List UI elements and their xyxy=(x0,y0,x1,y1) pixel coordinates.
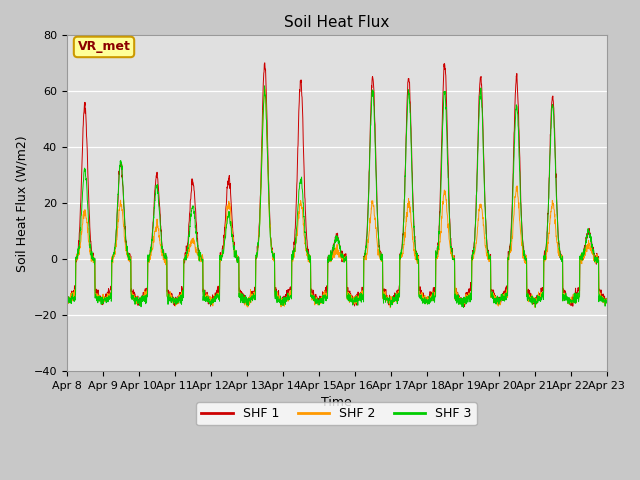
Title: Soil Heat Flux: Soil Heat Flux xyxy=(284,15,389,30)
SHF 1 xyxy=(261,60,269,66)
SHF 3 xyxy=(494,298,502,304)
SHF 3 xyxy=(603,298,611,303)
Line: SHF 2: SHF 2 xyxy=(67,89,607,308)
SHF 3 xyxy=(214,293,221,299)
Legend: SHF 1, SHF 2, SHF 3: SHF 1, SHF 2, SHF 3 xyxy=(196,402,477,425)
SHF 3 xyxy=(460,305,467,311)
SHF 1 xyxy=(353,295,360,301)
SHF 2 xyxy=(214,290,221,296)
Line: SHF 1: SHF 1 xyxy=(67,63,607,306)
SHF 2 xyxy=(387,305,394,311)
SHF 3 xyxy=(63,299,70,304)
SHF 3 xyxy=(260,83,268,89)
SHF 3 xyxy=(364,211,372,217)
SHF 1 xyxy=(494,300,502,306)
SHF 2 xyxy=(353,295,360,301)
SHF 1 xyxy=(63,297,70,303)
SHF 1 xyxy=(603,297,611,303)
SHF 1 xyxy=(556,244,563,250)
SHF 2 xyxy=(364,237,372,242)
Text: VR_met: VR_met xyxy=(77,40,131,53)
SHF 3 xyxy=(556,247,563,252)
SHF 3 xyxy=(353,299,360,305)
SHF 2 xyxy=(261,86,269,92)
SHF 1 xyxy=(364,206,372,212)
SHF 1 xyxy=(570,292,578,298)
SHF 3 xyxy=(570,290,578,296)
X-axis label: Time: Time xyxy=(321,396,352,409)
SHF 2 xyxy=(603,299,611,305)
Y-axis label: Soil Heat Flux (W/m2): Soil Heat Flux (W/m2) xyxy=(15,135,28,272)
SHF 2 xyxy=(570,295,578,300)
SHF 2 xyxy=(556,253,563,259)
SHF 1 xyxy=(214,287,221,292)
SHF 2 xyxy=(63,301,70,307)
SHF 2 xyxy=(494,298,502,304)
Line: SHF 3: SHF 3 xyxy=(67,86,607,308)
SHF 1 xyxy=(461,303,468,309)
